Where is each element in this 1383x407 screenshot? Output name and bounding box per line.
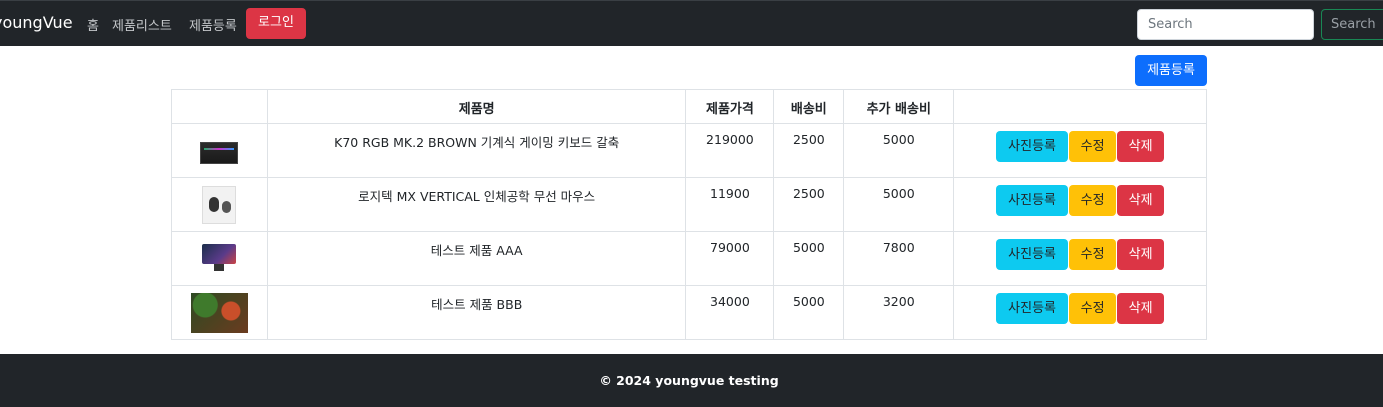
- table-row: 테스트 제품 AAA 79000 5000 7800 사진등록 수정 삭제: [171, 231, 1207, 286]
- header-shipping: 배송비: [773, 89, 845, 124]
- row-actions: 사진등록 수정 삭제: [953, 285, 1207, 340]
- product-extra-shipping: 5000: [843, 177, 955, 232]
- header-price: 제품가격: [685, 89, 775, 124]
- row-image-cell: [171, 285, 268, 340]
- product-extra-shipping: 3200: [843, 285, 955, 340]
- row-image-cell: [171, 231, 268, 286]
- edit-button[interactable]: 수정: [1069, 185, 1117, 216]
- upload-photo-button[interactable]: 사진등록: [996, 293, 1069, 324]
- table-row: 로지텍 MX VERTICAL 인체공학 무선 마우스 11900 2500 5…: [171, 177, 1207, 232]
- navbar: youngVue 홈 제품리스트 제품등록 로그인 Search: [0, 0, 1383, 46]
- login-button[interactable]: 로그인: [246, 8, 306, 39]
- delete-button[interactable]: 삭제: [1117, 131, 1165, 162]
- product-name: 테스트 제품 BBB: [266, 285, 687, 340]
- delete-button[interactable]: 삭제: [1117, 239, 1165, 270]
- product-name: 로지텍 MX VERTICAL 인체공학 무선 마우스: [266, 177, 687, 232]
- product-price: 11900: [685, 177, 775, 232]
- product-price: 79000: [685, 231, 775, 286]
- product-shipping: 2500: [773, 123, 845, 178]
- product-name: 테스트 제품 AAA: [266, 231, 687, 286]
- product-shipping: 5000: [773, 285, 845, 340]
- search-button[interactable]: Search: [1321, 9, 1383, 40]
- row-actions: 사진등록 수정 삭제: [953, 123, 1207, 178]
- upload-photo-button[interactable]: 사진등록: [996, 185, 1069, 216]
- footer-copyright: © 2024 youngvue testing: [599, 373, 779, 388]
- vegetables-photo: [190, 293, 248, 333]
- header-actions: [953, 89, 1207, 124]
- product-extra-shipping: 5000: [843, 123, 955, 178]
- delete-button[interactable]: 삭제: [1117, 293, 1165, 324]
- product-extra-shipping: 7800: [843, 231, 955, 286]
- header-extra-shipping: 추가 배송비: [843, 89, 955, 124]
- edit-button[interactable]: 수정: [1069, 293, 1117, 324]
- row-image-cell: [171, 177, 268, 232]
- upload-photo-button[interactable]: 사진등록: [996, 239, 1069, 270]
- product-shipping: 2500: [773, 177, 845, 232]
- table-row: 테스트 제품 BBB 34000 5000 3200 사진등록 수정 삭제: [171, 285, 1207, 340]
- row-image-cell: [171, 123, 268, 178]
- edit-button[interactable]: 수정: [1069, 131, 1117, 162]
- footer: © 2024 youngvue testing: [0, 354, 1383, 407]
- table-header-row: 제품명 제품가격 배송비 추가 배송비: [171, 89, 1207, 124]
- keyboard-photo: [200, 142, 239, 164]
- table-row: K70 RGB MK.2 BROWN 기계식 게이밍 키보드 갈축 219000…: [171, 123, 1207, 178]
- product-name: K70 RGB MK.2 BROWN 기계식 게이밍 키보드 갈축: [266, 123, 687, 178]
- header-product-name: 제품명: [266, 89, 687, 124]
- nav-link-product-list[interactable]: 제품리스트: [112, 19, 172, 34]
- row-actions: 사진등록 수정 삭제: [953, 231, 1207, 286]
- nav-link-home[interactable]: 홈: [87, 19, 99, 34]
- product-price: 219000: [685, 123, 775, 178]
- row-actions: 사진등록 수정 삭제: [953, 177, 1207, 232]
- product-price: 34000: [685, 285, 775, 340]
- brand-logo[interactable]: youngVue: [0, 13, 73, 32]
- search-input[interactable]: [1137, 9, 1314, 40]
- edit-button[interactable]: 수정: [1069, 239, 1117, 270]
- product-table: 제품명 제품가격 배송비 추가 배송비 K70 RGB MK.2 BROWN 기…: [171, 89, 1207, 340]
- header-image: [171, 89, 268, 124]
- register-product-button[interactable]: 제품등록: [1135, 55, 1207, 86]
- product-shipping: 5000: [773, 231, 845, 286]
- delete-button[interactable]: 삭제: [1117, 185, 1165, 216]
- mouse-photo: [202, 186, 237, 224]
- nav-link-product-register[interactable]: 제품등록: [189, 19, 237, 34]
- monitor-photo: [201, 242, 238, 272]
- upload-photo-button[interactable]: 사진등록: [996, 131, 1069, 162]
